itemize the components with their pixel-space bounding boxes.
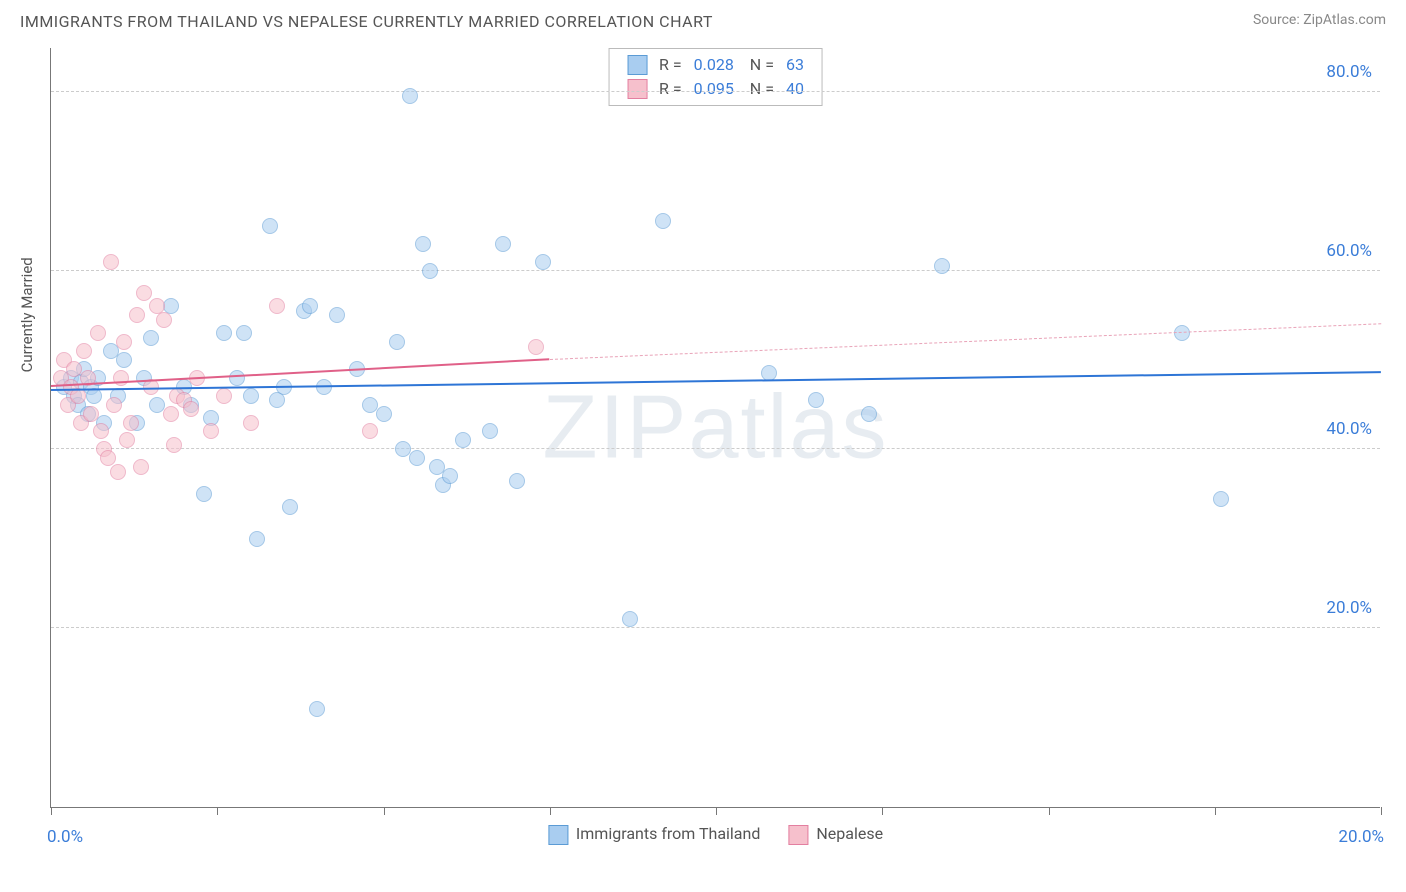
y-axis-tick-label: 60.0% [1326,241,1372,261]
scatter-point [1213,491,1229,507]
scatter-point [133,459,149,475]
scatter-point [229,370,245,386]
scatter-point [119,432,135,448]
scatter-point [116,352,132,368]
n-value: 63 [786,53,804,77]
scatter-point [422,263,438,279]
scatter-point [362,423,378,439]
chart-title: IMMIGRANTS FROM THAILAND VS NEPALESE CUR… [20,12,713,31]
scatter-point [103,254,119,270]
scatter-point [655,213,671,229]
x-axis-tick [716,807,717,815]
scatter-point [495,236,511,252]
r-value: 0.095 [694,77,734,101]
scatter-point [402,88,418,104]
scatter-point [249,531,265,547]
x-axis-tick [550,807,551,815]
gridline [51,448,1380,449]
n-value: 40 [786,77,804,101]
scatter-point [216,325,232,341]
scatter-point [203,423,219,439]
watermark: ZIPatlas [542,376,888,479]
scatter-point [528,339,544,355]
x-axis-tick [1215,807,1216,815]
source-label: Source: ZipAtlas.com [1253,12,1386,28]
y-axis-title: Currently Married [18,257,36,372]
y-axis-tick-label: 20.0% [1326,598,1372,618]
scatter-point [622,611,638,627]
x-axis-tick [882,807,883,815]
scatter-point [143,330,159,346]
scatter-point [110,464,126,480]
y-axis-tick-label: 40.0% [1326,419,1372,439]
legend-stats: R =0.028 N =63 R =0.095 N =40 [608,48,823,106]
scatter-point [302,298,318,314]
scatter-point [93,423,109,439]
scatter-point [156,312,172,328]
scatter-point [90,325,106,341]
legend-swatch-blue [548,825,568,845]
scatter-point [216,388,232,404]
scatter-point [106,397,122,413]
scatter-point [808,392,824,408]
legend-series: Immigrants from Thailand Nepalese [548,824,883,845]
x-axis-tick [217,807,218,815]
scatter-point [136,285,152,301]
header: IMMIGRANTS FROM THAILAND VS NEPALESE CUR… [0,0,1406,39]
scatter-point [282,499,298,515]
x-axis-tick [1049,807,1050,815]
scatter-point [1174,325,1190,341]
scatter-point [166,437,182,453]
trend-line [550,323,1381,360]
scatter-point [409,450,425,466]
scatter-point [236,325,252,341]
legend-swatch-blue [627,55,647,75]
y-axis-tick-label: 80.0% [1326,62,1372,82]
x-axis-label-max: 20.0% [1338,827,1384,847]
x-axis-tick [1381,807,1382,815]
scatter-point [861,406,877,422]
scatter-chart: ZIPatlas R =0.028 N =63 R =0.095 N =40 I… [50,48,1380,808]
scatter-point [196,486,212,502]
legend-item: Immigrants from Thailand [548,824,760,845]
legend-item: Nepalese [788,824,883,845]
scatter-point [509,473,525,489]
legend-label: Nepalese [816,824,883,843]
scatter-point [934,258,950,274]
scatter-point [455,432,471,448]
scatter-point [482,423,498,439]
gridline [51,270,1380,271]
legend-swatch-pink [627,79,647,99]
scatter-point [389,334,405,350]
scatter-point [116,334,132,350]
scatter-point [329,307,345,323]
scatter-point [415,236,431,252]
x-axis-label-min: 0.0% [47,827,83,847]
watermark-light: atlas [688,377,888,477]
legend-label: Immigrants from Thailand [576,824,760,843]
scatter-point [535,254,551,270]
scatter-point [163,406,179,422]
scatter-point [129,307,145,323]
legend-swatch-pink [788,825,808,845]
scatter-point [309,701,325,717]
legend-stats-row: R =0.028 N =63 [627,53,804,77]
scatter-point [83,406,99,422]
scatter-point [376,406,392,422]
gridline [51,91,1380,92]
r-value: 0.028 [694,53,734,77]
scatter-point [76,343,92,359]
scatter-point [243,415,259,431]
scatter-point [269,298,285,314]
gridline [51,627,1380,628]
legend-stats-row: R =0.095 N =40 [627,77,804,101]
x-axis-tick [384,807,385,815]
scatter-point [183,401,199,417]
scatter-point [243,388,259,404]
x-axis-tick [51,807,52,815]
watermark-bold: ZIP [542,377,688,477]
scatter-point [123,415,139,431]
scatter-point [442,468,458,484]
scatter-point [262,218,278,234]
